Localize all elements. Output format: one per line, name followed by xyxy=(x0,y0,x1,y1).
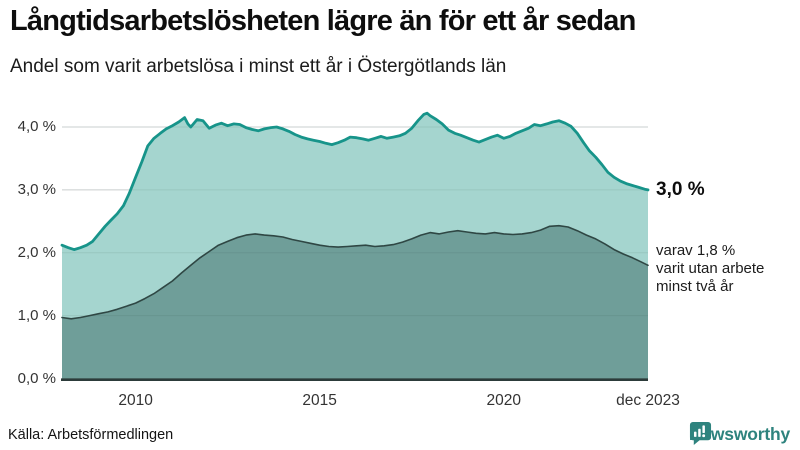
source-attribution: Källa: Arbetsförmedlingen xyxy=(8,427,174,443)
x-tick-label: dec 2023 xyxy=(616,392,680,409)
page-title: Långtidsarbetslösheten lägre än för ett … xyxy=(10,5,636,37)
x-tick-label: 2010 xyxy=(118,392,153,409)
x-tick-label: 2020 xyxy=(486,392,521,409)
y-tick-label: 3,0 % xyxy=(17,180,56,198)
newsworthy-logo[interactable]: Newsworthy xyxy=(689,421,790,447)
annotation-line-3: minst två år xyxy=(656,278,734,295)
y-tick-label: 2,0 % xyxy=(17,243,56,261)
newsworthy-logo-icon xyxy=(689,422,711,445)
chart-subtitle: Andel som varit arbetslösa i minst ett å… xyxy=(10,56,507,77)
end-value-label: 3,0 % xyxy=(656,179,705,200)
annotation-line-2: varit utan arbete xyxy=(656,260,765,277)
series2-annotation: varav 1,8 % varit utan arbete minst två … xyxy=(656,242,796,296)
y-tick-label: 4,0 % xyxy=(17,118,56,135)
newsworthy-wordmark: Newsworthy xyxy=(688,423,790,444)
y-tick-label: 1,0 % xyxy=(17,306,56,324)
x-tick-label: 2015 xyxy=(302,392,337,409)
annotation-line-1: varav 1,8 % xyxy=(656,242,736,259)
y-tick-label: 0,0 % xyxy=(17,369,56,387)
